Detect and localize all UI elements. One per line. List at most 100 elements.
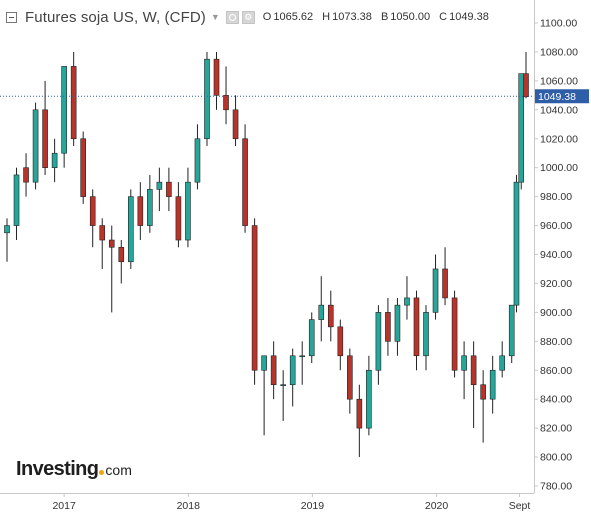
x-tick-label: 2018 — [177, 500, 201, 512]
candle-body — [127, 196, 134, 263]
candle-body — [470, 355, 477, 386]
candle-body — [270, 355, 277, 386]
x-tick-label: 2019 — [301, 500, 325, 512]
chart-header: Futures soja US, W, (CFD) ▼ ⚙ O 1065.62 H… — [6, 7, 495, 27]
y-tick-label: 880.00 — [540, 336, 572, 348]
candle-body — [499, 355, 505, 371]
candle-body — [423, 312, 429, 357]
candle-body — [308, 319, 315, 357]
y-tick-label: 1060.00 — [540, 75, 578, 87]
candle-body — [80, 138, 86, 197]
candle-body — [232, 109, 239, 140]
candle-body — [404, 297, 410, 306]
low-value: 1050.00 — [390, 11, 431, 23]
candle-body — [194, 138, 201, 183]
close-value: 1049.38 — [449, 11, 489, 23]
candle-body — [523, 73, 529, 98]
x-tick-label: 2017 — [52, 500, 76, 512]
candle-body — [413, 297, 420, 357]
candle-body — [261, 355, 267, 371]
candle-body — [385, 312, 391, 342]
candle-body — [451, 297, 458, 371]
gear-icon[interactable]: ⚙ — [241, 10, 255, 24]
y-tick-label: 960.00 — [540, 220, 572, 232]
candle-body — [4, 225, 10, 234]
x-tick-label: Sept — [509, 500, 531, 512]
candle-body — [137, 196, 144, 226]
candle-body — [518, 73, 525, 183]
high-label: H — [322, 11, 331, 23]
current-price-tag — [535, 89, 589, 104]
candle-body — [108, 239, 115, 248]
investing-logo: Investing com — [16, 458, 132, 481]
candle-body — [337, 326, 344, 357]
candle-body — [251, 225, 258, 371]
high-value: 1073.38 — [332, 11, 372, 23]
candle-body — [356, 398, 363, 429]
chart-title[interactable]: Futures soja US, W, (CFD) — [25, 8, 206, 26]
candle-body — [347, 355, 353, 400]
candle-body — [89, 196, 96, 226]
candle-body — [442, 268, 448, 299]
y-tick-label: 840.00 — [540, 394, 572, 406]
candle-body — [480, 384, 486, 400]
candle-body — [242, 138, 248, 226]
candle-body — [375, 312, 382, 371]
y-tick-label: 1100.00 — [540, 18, 577, 30]
candle-body — [70, 66, 77, 140]
candle-body — [166, 181, 172, 197]
logo-text: Investing — [16, 458, 99, 480]
collapse-icon[interactable] — [6, 11, 17, 23]
logo-dot-icon — [99, 470, 105, 475]
candle-body — [147, 189, 153, 226]
ohlc-readout: O 1065.62 H 1073.38 B 1050.00 C 1049.38 — [263, 11, 495, 23]
candle-body — [51, 152, 58, 168]
y-tick-label: 860.00 — [540, 365, 572, 377]
x-tick-label: 2020 — [425, 500, 449, 512]
eye-icon[interactable] — [225, 10, 239, 24]
candle-body — [366, 369, 372, 429]
y-tick-label: 980.00 — [540, 191, 572, 203]
candle-body — [318, 304, 325, 320]
candle-body — [156, 181, 163, 190]
candle-body — [204, 58, 210, 140]
y-tick-label: 1080.00 — [540, 46, 578, 58]
candle-body — [118, 246, 125, 263]
close-label: C — [439, 11, 448, 23]
chevron-down-icon[interactable]: ▼ — [210, 12, 220, 22]
open-label: O — [262, 11, 272, 23]
candle-body — [223, 95, 229, 111]
candle-body — [461, 355, 467, 371]
candle-body — [432, 268, 439, 313]
y-tick-label: 1020.00 — [540, 133, 578, 145]
open-value: 1065.62 — [273, 11, 314, 23]
y-tick-label: 900.00 — [540, 307, 572, 319]
candle-body — [489, 369, 496, 400]
y-tick-label: 920.00 — [540, 278, 572, 290]
candle-body — [394, 304, 401, 342]
low-label: B — [380, 11, 389, 23]
y-tick-label: 1040.00 — [540, 104, 578, 116]
candle-body — [289, 355, 296, 386]
y-tick-label: 940.00 — [540, 249, 572, 261]
candle-body — [508, 304, 515, 357]
candle-body — [42, 109, 48, 168]
y-tick-label: 780.00 — [540, 481, 572, 493]
y-tick-label: 1000.00 — [540, 162, 578, 174]
candle-body — [513, 181, 520, 306]
candle-body — [23, 167, 29, 183]
candle-body — [185, 181, 191, 241]
candle-body — [99, 225, 106, 241]
candle-body — [280, 384, 286, 387]
y-tick-label: 820.00 — [540, 423, 572, 435]
candle-body — [13, 174, 20, 226]
current-price-label: 1049.38 — [538, 91, 576, 103]
y-tick-label: 800.00 — [540, 452, 572, 464]
candle-body — [32, 109, 39, 183]
candle-body — [61, 66, 67, 154]
candle-body — [175, 196, 182, 241]
logo-suffix: com — [105, 462, 132, 478]
candle-body — [299, 355, 306, 358]
candle-body — [213, 58, 220, 96]
